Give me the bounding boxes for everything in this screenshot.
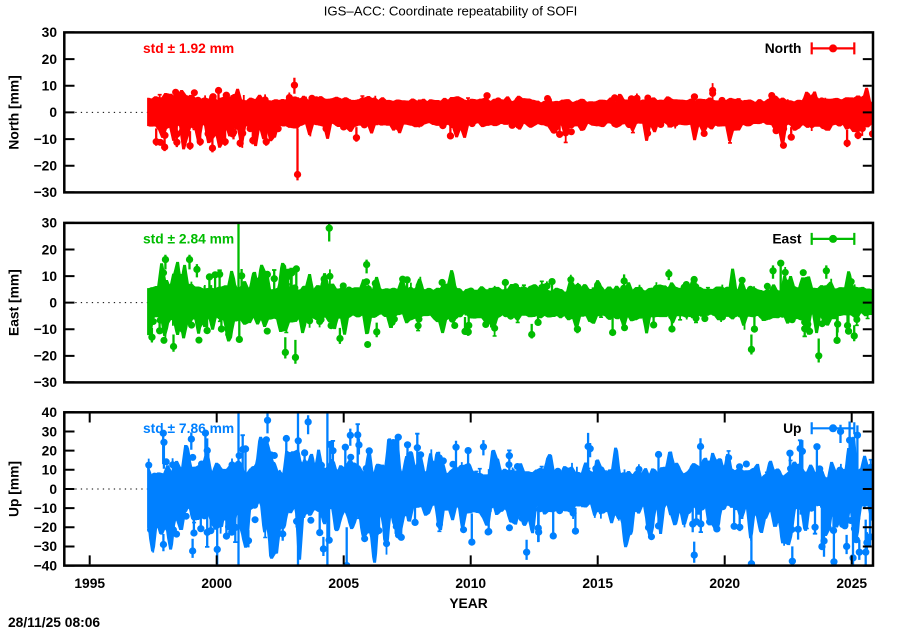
svg-text:YEAR: YEAR: [449, 596, 487, 611]
svg-text:−10: −10: [34, 132, 58, 147]
svg-text:−10: −10: [34, 501, 58, 516]
svg-text:40: 40: [42, 405, 58, 420]
svg-text:−20: −20: [34, 159, 58, 174]
svg-text:30: 30: [42, 424, 58, 439]
svg-text:20: 20: [42, 52, 58, 67]
svg-text:North: North: [765, 41, 802, 56]
svg-text:20: 20: [42, 443, 58, 458]
svg-text:−30: −30: [34, 539, 58, 554]
svg-text:20: 20: [42, 242, 58, 257]
svg-text:28/11/25 08:06: 28/11/25 08:06: [8, 615, 100, 630]
svg-text:2015: 2015: [582, 576, 613, 591]
svg-text:std ± 2.84 mm: std ± 2.84 mm: [143, 232, 234, 247]
svg-text:IGS–ACC: Coordinate repeatabil: IGS–ACC: Coordinate repeatability of SOF…: [324, 4, 578, 19]
svg-text:2025: 2025: [836, 576, 867, 591]
svg-text:2005: 2005: [328, 576, 359, 591]
svg-text:10: 10: [42, 463, 58, 478]
svg-text:std ± 7.86 mm: std ± 7.86 mm: [143, 421, 234, 436]
svg-text:10: 10: [42, 269, 58, 284]
svg-text:−40: −40: [34, 558, 58, 573]
svg-text:30: 30: [42, 25, 58, 40]
svg-text:30: 30: [42, 216, 58, 231]
svg-text:2020: 2020: [709, 576, 740, 591]
svg-text:−30: −30: [34, 375, 58, 390]
svg-text:−30: −30: [34, 185, 58, 200]
svg-text:std ± 1.92 mm: std ± 1.92 mm: [143, 41, 234, 56]
svg-text:−10: −10: [34, 322, 58, 337]
svg-text:0: 0: [49, 482, 57, 497]
svg-text:0: 0: [49, 105, 57, 120]
svg-text:North [mm]: North [mm]: [7, 75, 22, 149]
svg-text:Up: Up: [783, 421, 801, 436]
svg-text:East [mm]: East [mm]: [7, 269, 22, 336]
svg-text:1995: 1995: [74, 576, 105, 591]
svg-text:East: East: [772, 232, 802, 247]
svg-text:10: 10: [42, 79, 58, 94]
svg-text:−20: −20: [34, 349, 58, 364]
svg-text:2000: 2000: [201, 576, 232, 591]
svg-text:2010: 2010: [455, 576, 486, 591]
svg-text:0: 0: [49, 295, 57, 310]
svg-text:−20: −20: [34, 520, 58, 535]
svg-text:Up [mm]: Up [mm]: [7, 461, 22, 517]
